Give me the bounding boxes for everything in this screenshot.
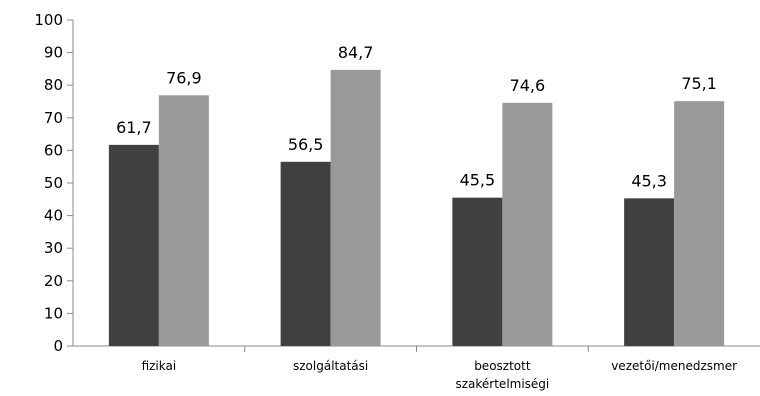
bar (674, 101, 725, 346)
y-tick-label: 50 (44, 174, 63, 192)
data-labels: 61,7 56,5 45,5 45,3 76,9 84,7 74,6 75,1 (116, 43, 717, 190)
x-tick-label: szolgáltatási (293, 359, 368, 373)
data-label: 45,3 (631, 171, 667, 190)
y-tick-label: 90 (44, 44, 63, 62)
y-tick-label: 30 (44, 239, 63, 257)
y-tick-label: 0 (53, 337, 63, 355)
x-axis: fizikai szolgáltatási beosztott szakértelmi… (73, 345, 760, 391)
bar (330, 69, 381, 347)
y-tick-label: 10 (44, 304, 63, 322)
data-label: 61,7 (116, 118, 152, 137)
y-tick-label: 70 (44, 109, 63, 127)
data-label: 45,5 (460, 171, 496, 190)
data-label: 84,7 (338, 43, 374, 62)
data-label: 76,9 (166, 68, 202, 87)
data-label: 75,1 (681, 74, 717, 93)
x-tick-label: beosztott szakértelmiségi (455, 359, 549, 391)
bar (280, 161, 331, 346)
y-tick-label: 40 (44, 207, 63, 225)
bar (624, 198, 675, 346)
y-tick-label: 20 (44, 272, 63, 290)
x-tick-label: vezetői/menedzsmer (611, 359, 737, 373)
y-tick-label: 60 (44, 141, 63, 159)
y-tick-label: 100 (34, 11, 63, 29)
bar (452, 197, 503, 346)
x-tick-label: fizikai (142, 359, 177, 373)
y-tick-label: 80 (44, 76, 63, 94)
bars (108, 69, 725, 347)
bar (158, 95, 209, 346)
data-label: 74,6 (510, 76, 546, 95)
data-label: 56,5 (288, 135, 324, 154)
bar (502, 102, 553, 346)
y-axis: 0 10 20 30 40 50 60 70 80 90 100 (34, 11, 74, 355)
bar (108, 144, 159, 346)
